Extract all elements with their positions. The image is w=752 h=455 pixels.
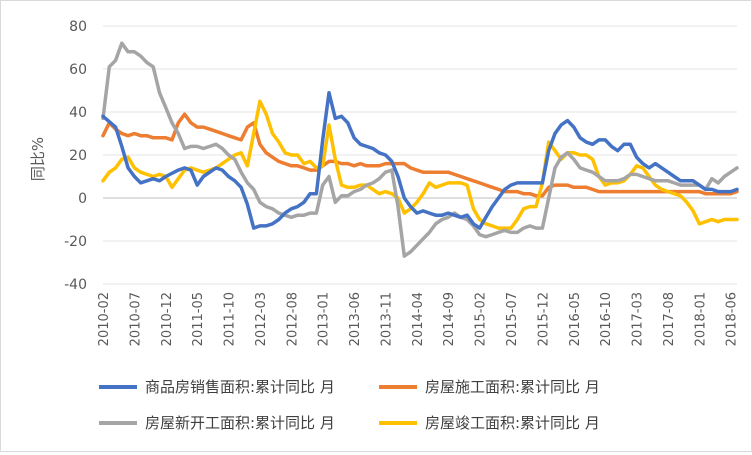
gridlines xyxy=(103,25,737,285)
y-tick-label: -20 xyxy=(64,234,87,250)
y-tick-label: -40 xyxy=(64,277,87,293)
x-tick-label: 2013-11 xyxy=(379,292,394,346)
x-tick-label: 2014-04 xyxy=(411,292,426,346)
x-tick-label: 2010-07 xyxy=(128,292,143,346)
series-line xyxy=(101,112,739,198)
x-tick-label: 2010-02 xyxy=(97,292,112,346)
y-tick-label: 0 xyxy=(78,191,87,207)
x-tick-label: 2018-01 xyxy=(693,292,708,346)
x-tick-label: 2013-01 xyxy=(317,292,332,346)
x-tick-label: 2011-10 xyxy=(223,292,238,346)
legend-label: 房屋竣工面积:累计同比 月 xyxy=(425,414,600,432)
y-tick-label: 40 xyxy=(69,105,87,121)
x-tick-label: 2015-12 xyxy=(536,292,551,346)
y-tick-label: 80 xyxy=(69,19,87,35)
series-line xyxy=(101,41,739,258)
legend: 商品房销售面积:累计同比 月 房屋施工面积:累计同比 月房屋新开工面积:累计同比 … xyxy=(99,378,600,432)
x-tick-label: 2017-03 xyxy=(631,292,646,346)
x-tick-label: 2018-06 xyxy=(725,292,740,346)
x-tick-label: 2013-06 xyxy=(348,292,363,346)
x-tick-label: 2015-07 xyxy=(505,292,520,346)
x-tick-label: 2015-02 xyxy=(474,292,489,346)
x-tick-label: 2012-03 xyxy=(254,292,269,346)
x-tick-labels: 2010-02 2010-07 2010-12 2011-05 2011-10 2012-… xyxy=(97,292,740,346)
x-tick-label: 2011-05 xyxy=(191,292,206,346)
y-tick-labels: -40 -20 0 20 40 60 80 xyxy=(64,19,87,293)
y-tick-label: 60 xyxy=(69,62,87,78)
legend-label: 房屋施工面积:累计同比 月 xyxy=(425,378,600,396)
series-lines xyxy=(101,41,739,258)
y-axis-label: 同比% xyxy=(29,137,47,181)
x-tick-label: 2014-09 xyxy=(442,292,457,346)
x-tick-label: 2010-12 xyxy=(160,292,175,346)
series-line xyxy=(101,90,739,230)
legend-label: 房屋新开工面积:累计同比 月 xyxy=(145,414,335,432)
x-tick-label: 2016-10 xyxy=(599,292,614,346)
legend-label: 商品房销售面积:累计同比 月 xyxy=(145,378,335,396)
y-tick-label: 20 xyxy=(69,148,87,164)
x-tick-label: 2012-08 xyxy=(285,292,300,346)
x-tick-label: 2017-08 xyxy=(662,292,677,346)
x-tick-label: 2016-05 xyxy=(568,292,583,346)
